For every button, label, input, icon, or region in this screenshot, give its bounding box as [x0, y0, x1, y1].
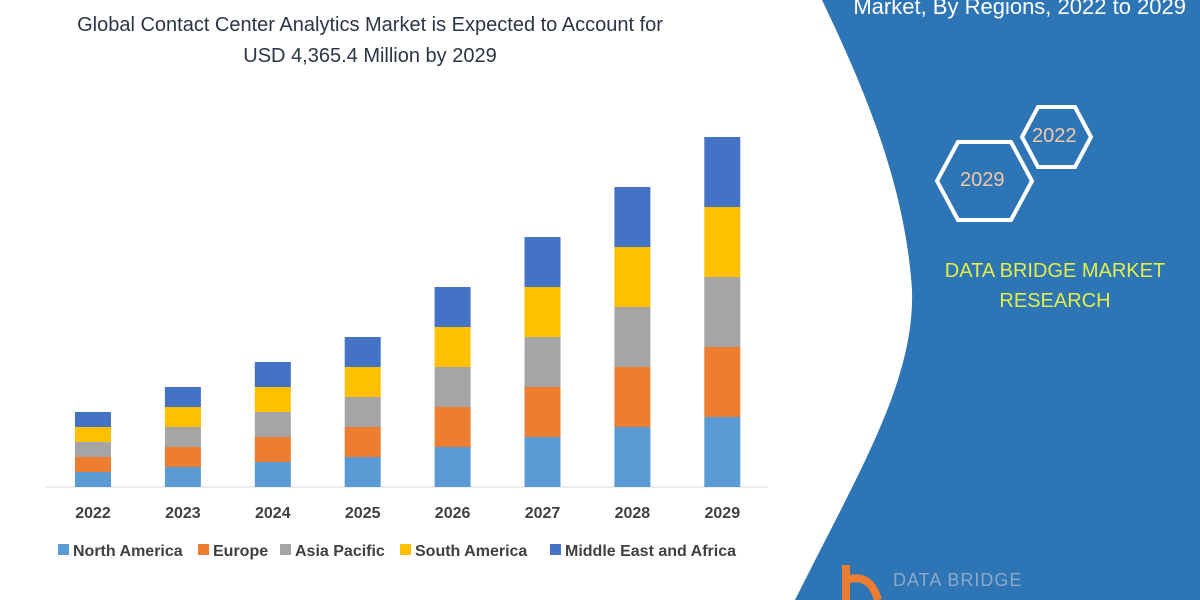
legend-swatch	[58, 544, 69, 555]
legend-label: North America	[73, 543, 183, 560]
bar-segment-2029-2	[704, 277, 741, 347]
bar-segment-2026-1	[434, 407, 471, 447]
legend-swatch	[198, 544, 209, 555]
bar-segment-2022-4	[75, 412, 111, 427]
bar-segment-2024-1	[254, 437, 291, 462]
bar-segment-2025-0	[344, 457, 381, 487]
bar-segment-2025-3	[344, 367, 381, 397]
bar-segment-2027-1	[524, 387, 561, 437]
bar-segment-2028-2	[614, 307, 651, 367]
bar-segment-2026-4	[434, 287, 471, 327]
brand-text: DATA BRIDGE MARKET RESEARCH	[910, 256, 1200, 316]
x-tick-label: 2028	[615, 505, 651, 522]
bar-segment-2025-4	[344, 337, 381, 367]
bar-segment-2029-0	[704, 417, 741, 487]
bar-segment-2026-2	[434, 367, 471, 407]
brand-line-2: RESEARCH	[999, 290, 1111, 312]
legend-label: Europe	[213, 543, 268, 560]
hex-label-2029: 2029	[960, 169, 1005, 191]
bar-segment-2023-3	[164, 407, 201, 427]
legend-swatch	[400, 544, 411, 555]
bar-segment-2024-0	[254, 462, 291, 487]
title-line-1: Global Contact Center Analytics Market i…	[77, 14, 663, 36]
logo-icon	[842, 565, 882, 600]
bar-segment-2024-4	[254, 362, 291, 387]
bar-segment-2022-1	[75, 457, 111, 472]
bar-segment-2023-2	[164, 427, 201, 447]
hex-label-2022: 2022	[1032, 125, 1077, 147]
bar-segment-2022-0	[75, 472, 111, 487]
bar-segment-2023-1	[164, 447, 201, 467]
panel-title: Market, By Regions, 2022 to 2029	[853, 0, 1186, 19]
bar-segment-2022-2	[75, 442, 111, 457]
legend-swatch	[280, 544, 291, 555]
bar-segment-2024-2	[254, 412, 291, 437]
x-tick-label: 2023	[165, 505, 201, 522]
chart-title: Global Contact Center Analytics Market i…	[0, 10, 740, 72]
legend-label: South America	[415, 543, 527, 560]
x-tick-label: 2029	[705, 505, 741, 522]
bar-segment-2024-3	[254, 387, 291, 412]
x-tick-label: 2024	[255, 505, 291, 522]
bar-segment-2029-3	[704, 207, 741, 277]
bar-segment-2027-4	[524, 237, 561, 287]
bar-segment-2025-1	[344, 427, 381, 457]
legend-label: Middle East and Africa	[565, 543, 736, 560]
title-line-2: USD 4,365.4 Million by 2029	[243, 45, 497, 67]
bar-segment-2023-0	[164, 467, 201, 487]
x-tick-label: 2027	[525, 505, 561, 522]
bar-segment-2027-3	[524, 287, 561, 337]
bar-segment-2026-3	[434, 327, 471, 367]
legend-swatch	[550, 544, 561, 555]
bar-segment-2029-1	[704, 347, 741, 417]
bar-segment-2023-4	[164, 387, 201, 407]
blue-side-panel	[795, 0, 1200, 600]
x-tick-label: 2025	[345, 505, 381, 522]
bar-segment-2025-2	[344, 397, 381, 427]
legend-label: Asia Pacific	[295, 543, 385, 560]
bar-segment-2026-0	[434, 447, 471, 487]
bar-segment-2027-2	[524, 337, 561, 387]
bar-segment-2028-4	[614, 187, 651, 247]
stacked-bar-chart: 2022 2023 2024 2025 2026 2027 2028 2029 North Am…	[45, 137, 768, 560]
bar-segment-2022-3	[75, 427, 111, 442]
bar-segment-2028-3	[614, 247, 651, 307]
brand-line-1: DATA BRIDGE MARKET	[944, 260, 1166, 282]
bar-segment-2029-4	[704, 137, 741, 207]
bar-segment-2028-0	[614, 427, 651, 487]
hexagon-2029	[934, 140, 1035, 222]
logo-text: DATA BRIDGE	[893, 570, 1023, 590]
x-tick-label: 2022	[75, 505, 111, 522]
hexagon-2022	[1019, 105, 1094, 169]
bar-segment-2027-0	[524, 437, 561, 487]
bar-segment-2028-1	[614, 367, 651, 427]
x-tick-label: 2026	[435, 505, 471, 522]
